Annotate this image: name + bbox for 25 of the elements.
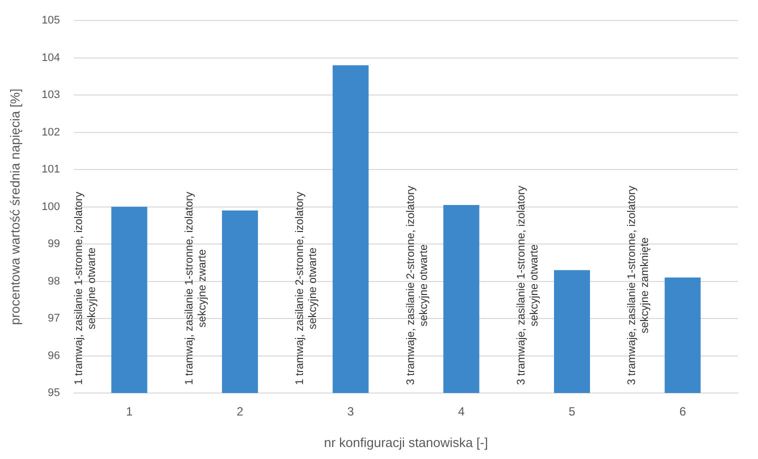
y-tick-label: 103 xyxy=(42,89,60,102)
y-tick-label: 97 xyxy=(48,312,60,325)
x-tick-label: 3 xyxy=(347,404,354,419)
y-tick-label: 105 xyxy=(42,14,60,27)
x-tick-label: 2 xyxy=(236,404,244,419)
x-axis-title: nr konfiguracji stanowiska [-] xyxy=(324,434,488,450)
y-tick-label: 95 xyxy=(48,387,60,400)
annotation: 3 tramwaje, zasilanie 1-stronne, izolatory sekcyjne otwarte xyxy=(516,185,541,385)
x-tick-label: 5 xyxy=(568,404,576,419)
x-tick-label: 1 xyxy=(126,404,133,419)
y-tick-label: 100 xyxy=(42,200,60,213)
y-tick-label: 96 xyxy=(48,350,60,362)
y-tick-label: 102 xyxy=(42,126,60,138)
y-tick-label: 98 xyxy=(48,275,60,288)
y-tick-label: 104 xyxy=(42,52,60,64)
x-tick-label: 6 xyxy=(679,404,686,419)
annotation: 1 tramwaj, zasilanie 2-stronne, izolatory sekcyjne otwarte xyxy=(294,191,320,386)
y-tick-label: 101 xyxy=(42,164,60,176)
y-tick-label: 99 xyxy=(48,238,60,250)
x-tick-label: 4 xyxy=(458,404,465,419)
annotation: 1 tramwaj, zasilanie 1-stronne, izolatory sekcyjne zwarte xyxy=(183,191,208,386)
annotation: 1 tramwaj, zasilanie 1-stronne, izolatory sekcyjne otwarte xyxy=(72,191,98,386)
annotation: 3 tramwaje, zasilanie 2-stronne, izolatory sekcyjne otwarte xyxy=(404,185,430,385)
annotation: 3 tramwaje, zasilanie 1-stronne, izolatory sekcyjne zamknięte xyxy=(626,185,652,385)
y-axis-title: procentowa wartość średnia napięcia [%] xyxy=(7,88,22,325)
